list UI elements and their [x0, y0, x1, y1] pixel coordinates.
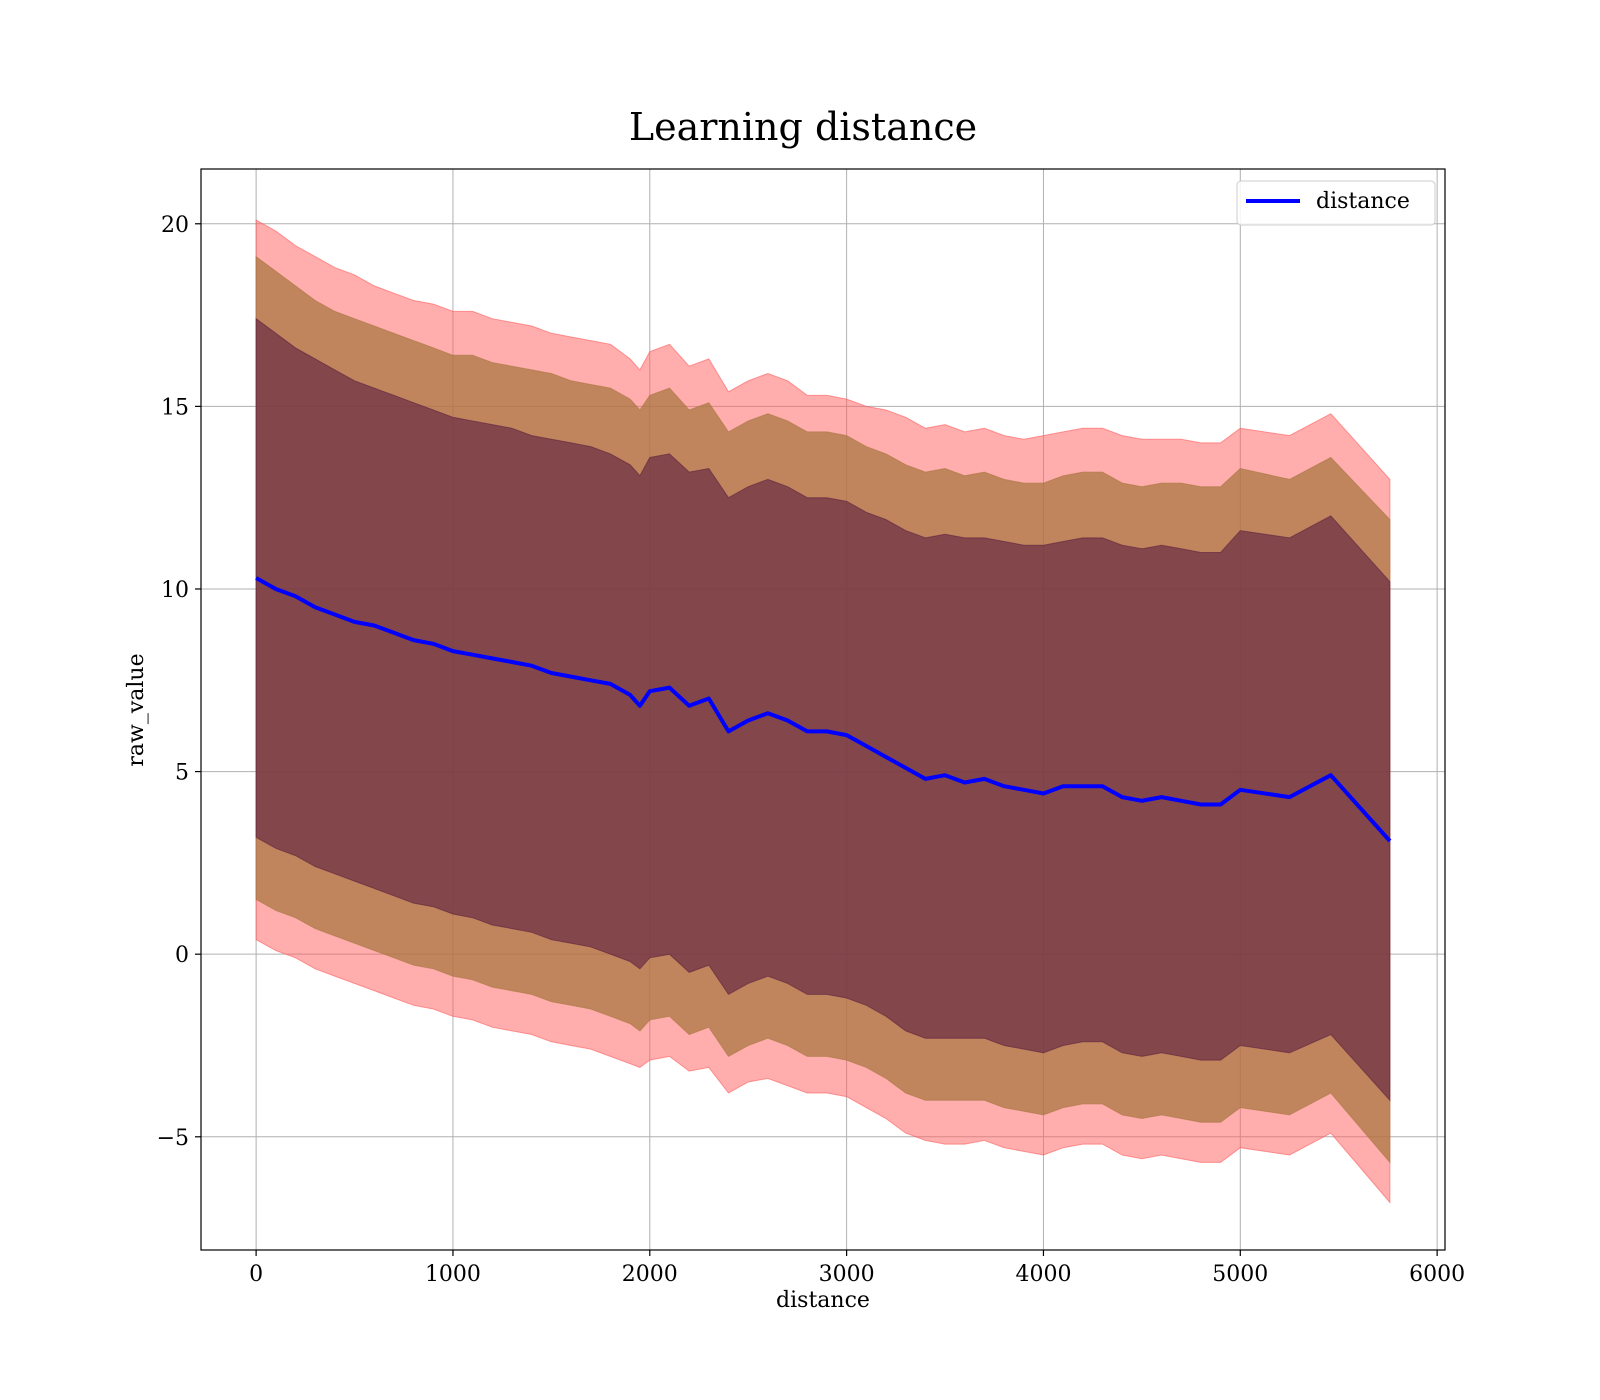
plot-frame: [200, 168, 1446, 1251]
y-tick-label: 10: [161, 578, 189, 603]
x-tick-label: 1000: [425, 1262, 481, 1287]
y-tick-label: 15: [161, 395, 189, 420]
x-tick-label: 4000: [1015, 1262, 1071, 1287]
legend-box: [1236, 180, 1436, 226]
x-tick-label: 6000: [1409, 1262, 1465, 1287]
series-lines: [255, 576, 1392, 843]
x-axis-ticks: 0 1000 2000 3000 4000 5000 6000: [249, 1250, 1465, 1287]
chart-title: Learning distance: [629, 105, 977, 149]
x-axis-label: distance: [776, 1288, 870, 1313]
legend-label-distance: distance: [1316, 189, 1410, 214]
x-tick-label: 3000: [819, 1262, 875, 1287]
legend: distance: [1236, 180, 1436, 226]
y-tick-label: −5: [157, 1126, 189, 1151]
x-tick-label: 2000: [622, 1262, 678, 1287]
confidence-bands: [255, 219, 1391, 1204]
series-line-distance: [255, 576, 1392, 843]
band-inner: [255, 317, 1391, 1102]
y-axis-ticks: −5 0 5 10 15 20: [157, 213, 201, 1151]
y-tick-label: 5: [175, 761, 189, 786]
y-tick-label: 0: [175, 943, 189, 968]
y-axis-label: raw_value: [124, 653, 149, 766]
x-tick-label: 0: [249, 1262, 263, 1287]
x-tick-label: 5000: [1212, 1262, 1268, 1287]
y-tick-label: 20: [161, 213, 189, 238]
